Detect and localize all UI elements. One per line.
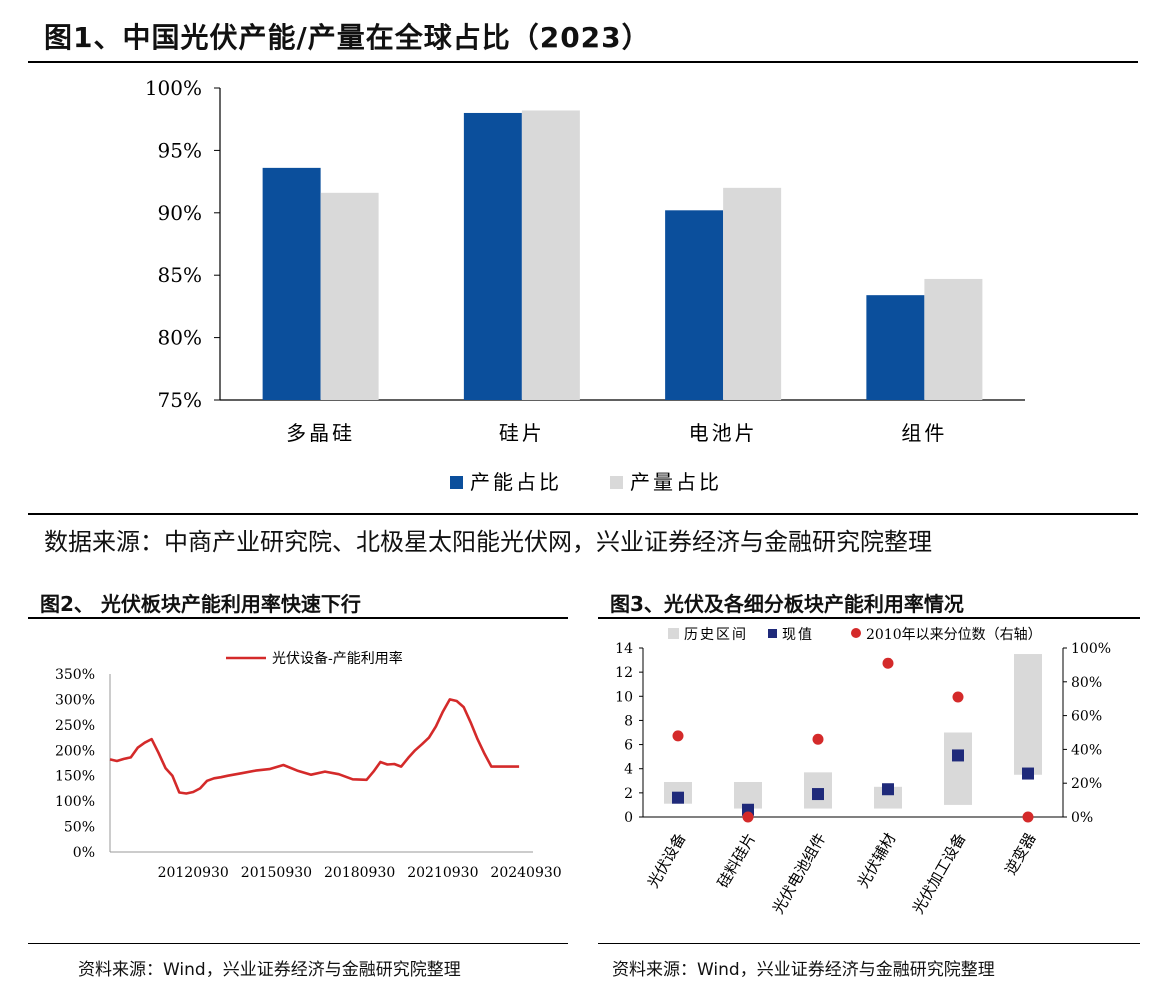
fig3-current-marker — [952, 749, 964, 762]
fig1-y-tick-label: 95% — [158, 138, 202, 162]
fig3-legend-current-label: 现值 — [782, 627, 814, 643]
fig2-series-line — [109, 698, 520, 795]
fig3-legend-current-swatch — [768, 629, 777, 638]
fig3-percentile-dot — [1022, 811, 1034, 823]
fig3-x-tick-label: 逆变器 — [1001, 830, 1039, 878]
fig1-legend-output-label: 产量占比 — [630, 470, 722, 494]
fig3-percentile-dot — [672, 730, 684, 742]
fig3-current-marker — [1022, 767, 1034, 780]
fig1-legend-capacity-label: 产能占比 — [470, 470, 562, 494]
fig1-bar-output — [924, 278, 983, 400]
fig3-percentile-dot — [812, 733, 824, 745]
fig3-range-box — [1014, 654, 1042, 775]
fig1-bar-capacity — [463, 112, 522, 401]
fig2-x-tick-label: 20180930 — [324, 865, 395, 881]
fig3-left-tick-label: 0 — [624, 810, 633, 826]
fig3-legend-percentile-label: 2010年以来分位数（右轴） — [866, 627, 1042, 643]
fig3-left-tick-label: 6 — [624, 738, 633, 754]
fig2-title: 图2、 光伏板块产能利用率快速下行 — [40, 592, 361, 616]
fig2-x-tick-label: 20210930 — [407, 865, 478, 881]
fig1-y-tick-label: 75% — [158, 388, 202, 412]
fig3-left-tick-label: 12 — [615, 665, 633, 681]
fig2-y-tick-label: 300% — [55, 692, 95, 708]
fig3-current-marker — [812, 788, 824, 801]
fig1-bottom-rule — [28, 513, 1138, 515]
fig2-y-tick-label: 150% — [55, 769, 95, 785]
fig3-legend-percentile-swatch — [851, 628, 861, 638]
fig1-top-rule — [28, 61, 1138, 63]
fig2-chart: 0% 50% 100% 150% 200% 250% 300% 350% 20120930 201… — [55, 650, 562, 881]
fig3-right-tick-label: 40% — [1071, 742, 1102, 758]
fig2-source: 资料来源：Wind，兴业证券经济与金融研究院整理 — [78, 960, 461, 980]
fig3-range-box — [944, 732, 972, 805]
fig2-x-tick-label: 20150930 — [241, 865, 312, 881]
fig1-x-tick-label: 多晶硅 — [286, 421, 355, 445]
fig3-x-tick-label: 硅料硅片 — [714, 830, 760, 891]
fig3-x-tick-label: 光伏电池组件 — [769, 830, 830, 917]
fig3-x-tick-label: 光伏加工设备 — [909, 830, 970, 917]
fig1-y-tick-label: 80% — [158, 326, 202, 350]
fig2-top-rule — [28, 617, 568, 619]
fig3-percentile-dot — [742, 811, 754, 823]
fig1-x-tick-label: 电池片 — [689, 421, 758, 445]
fig3-percentile-dot — [952, 691, 964, 703]
fig3-left-tick-label: 2 — [624, 786, 633, 802]
fig3-left-tick-label: 10 — [615, 689, 633, 705]
fig1-bar-capacity — [665, 210, 724, 400]
fig3-right-tick-label: 20% — [1071, 776, 1102, 792]
fig3-right-tick-label: 100% — [1071, 641, 1111, 657]
fig3-legend-range-label: 历史区间 — [684, 627, 748, 643]
fig3-legend-range-swatch — [668, 628, 679, 639]
fig3-right-tick-label: 80% — [1071, 675, 1102, 691]
fig2-x-tick-label: 20120930 — [158, 865, 229, 881]
fig3-top-rule — [598, 617, 1140, 619]
fig2-y-tick-label: 100% — [55, 794, 95, 810]
fig2-y-tick-label: 250% — [55, 718, 95, 734]
fig1-x-tick-label: 硅片 — [499, 421, 545, 445]
fig2-legend-label: 光伏设备-产能利用率 — [272, 650, 403, 667]
fig1-y-tick-label: 100% — [145, 76, 202, 100]
fig1-y-tick-label: 90% — [158, 201, 202, 225]
fig1-legend-output-swatch — [610, 476, 623, 489]
fig3-current-marker — [882, 783, 894, 796]
fig3-percentile-dot — [882, 657, 894, 669]
fig1-bar-capacity — [262, 167, 321, 400]
fig2-y-tick-label: 350% — [55, 667, 95, 683]
fig3-x-tick-label: 光伏辅材 — [854, 830, 900, 891]
fig1-y-tick-label: 85% — [158, 263, 202, 287]
fig3-x-tick-label: 光伏设备 — [644, 830, 690, 891]
fig1-title: 图1、中国光伏产能/产量在全球占比（2023） — [44, 21, 651, 54]
fig3-range-box — [874, 786, 902, 809]
fig3-current-marker — [672, 791, 684, 804]
fig2-bottom-rule — [28, 943, 568, 944]
fig2-y-tick-label: 0% — [73, 845, 95, 861]
fig1-bar-capacity — [866, 295, 925, 400]
fig1-bar-output — [320, 192, 379, 400]
fig3-title: 图3、光伏及各细分板块产能利用率情况 — [610, 592, 964, 616]
fig1-x-tick-label: 组件 — [901, 421, 947, 445]
fig2-y-tick-label: 200% — [55, 743, 95, 759]
fig1-bar-output — [521, 110, 580, 401]
fig1-source: 数据来源：中商产业研究院、北极星太阳能光伏网，兴业证券经济与金融研究院整理 — [44, 528, 932, 556]
fig2-x-tick-label: 20240930 — [490, 865, 561, 881]
fig1-bar-output — [723, 187, 782, 400]
fig3-right-tick-label: 60% — [1071, 709, 1102, 725]
fig3-left-tick-label: 14 — [615, 641, 633, 657]
fig1-legend-capacity-swatch — [450, 476, 463, 489]
fig3-chart: 0 2 4 6 8 10 12 14 0% 20% 40% 60% 80% 100% 光伏设备 硅料硅片 光伏电… — [615, 627, 1111, 917]
fig2-y-tick-label: 50% — [64, 820, 95, 836]
fig3-bottom-rule — [598, 943, 1140, 944]
fig3-left-tick-label: 4 — [624, 762, 633, 778]
fig3-right-tick-label: 0% — [1071, 810, 1093, 826]
fig3-source: 资料来源：Wind，兴业证券经济与金融研究院整理 — [612, 960, 995, 980]
fig3-left-tick-label: 8 — [624, 713, 633, 729]
